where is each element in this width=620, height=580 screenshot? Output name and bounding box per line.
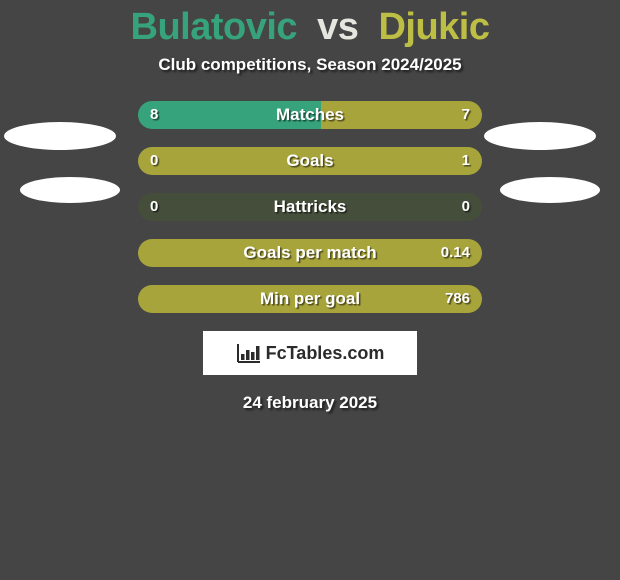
title-vs: vs bbox=[317, 6, 358, 48]
brand: FcTables.com bbox=[236, 342, 385, 364]
stat-row: Hattricks0 0 bbox=[138, 193, 482, 221]
stat-row: Matches8 7 bbox=[138, 101, 482, 129]
stat-value-right: 1 bbox=[462, 147, 470, 175]
stat-label: Hattricks bbox=[138, 193, 482, 221]
stat-value-right: 0 bbox=[462, 193, 470, 221]
stat-value-right: 7 bbox=[462, 101, 470, 129]
ellipse-left2 bbox=[20, 177, 120, 203]
ellipse-left1 bbox=[4, 122, 116, 150]
stat-label: Min per goal bbox=[138, 285, 482, 313]
stat-value-left: 0 bbox=[150, 193, 158, 221]
stat-value-right: 786 bbox=[445, 285, 470, 313]
stat-label: Goals per match bbox=[138, 239, 482, 267]
stat-value-left: 0 bbox=[150, 147, 158, 175]
subtitle: Club competitions, Season 2024/2025 bbox=[0, 55, 620, 75]
date-text: 24 february 2025 bbox=[0, 393, 620, 413]
ellipse-right2 bbox=[500, 177, 600, 203]
brand-box: FcTables.com bbox=[203, 331, 417, 375]
stat-label: Goals bbox=[138, 147, 482, 175]
page-title: Bulatovic vs Djukic bbox=[0, 0, 620, 49]
bar-chart-icon bbox=[236, 342, 262, 364]
ellipse-right1 bbox=[484, 122, 596, 150]
stat-row: Goals0 1 bbox=[138, 147, 482, 175]
title-player1: Bulatovic bbox=[131, 6, 298, 48]
brand-text: FcTables.com bbox=[266, 343, 385, 364]
title-player2: Djukic bbox=[378, 6, 489, 48]
stat-row: Goals per match0.14 bbox=[138, 239, 482, 267]
stat-value-left: 8 bbox=[150, 101, 158, 129]
stat-label: Matches bbox=[138, 101, 482, 129]
stat-row: Min per goal786 bbox=[138, 285, 482, 313]
stat-value-right: 0.14 bbox=[441, 239, 470, 267]
comparison-chart: Matches87Goals01Hattricks00Goals per mat… bbox=[138, 101, 482, 313]
